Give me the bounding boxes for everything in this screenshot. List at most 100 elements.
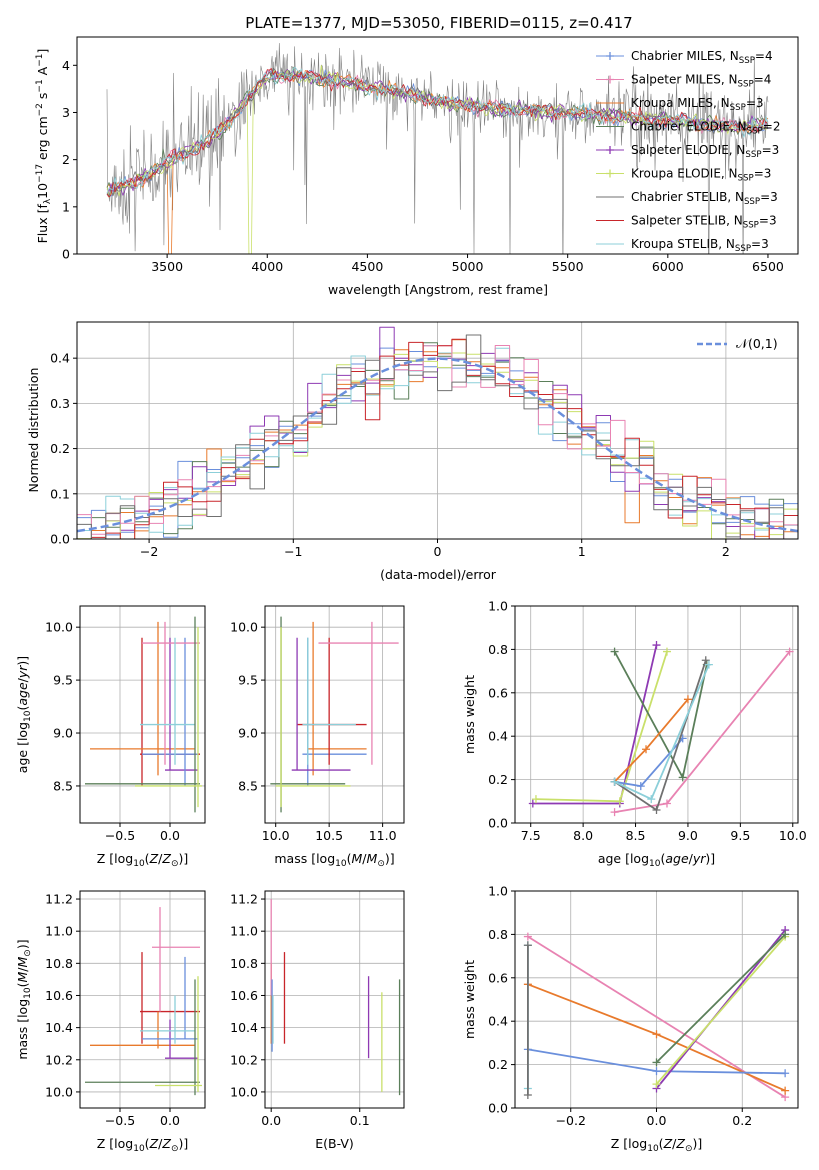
weight-line: [655, 936, 786, 1085]
plot-area: [77, 326, 798, 539]
legend-marker: [606, 52, 614, 60]
y-tick-label: 10.0: [45, 620, 73, 635]
figure-title: PLATE=1377, MJD=53050, FIBERID=0115, z=0…: [245, 14, 632, 32]
weight-marker: [652, 641, 661, 650]
y-tick-label: 9.0: [238, 726, 258, 741]
x-tick-label: 2: [722, 544, 730, 559]
y-tick-label: 10.0: [230, 620, 258, 635]
x-axis-label: Z [log10(Z/Z⊙)]: [97, 851, 189, 869]
y-tick-label: 8.5: [53, 778, 73, 793]
y-tick-label: 11.2: [45, 892, 73, 907]
x-tick-label: 3500: [151, 259, 183, 274]
y-tick-label: 0.8: [488, 642, 508, 657]
x-tick-label: 5500: [552, 259, 584, 274]
y-tick-label: 0.6: [488, 685, 508, 700]
x-axis-label: (data-model)/error: [380, 567, 497, 582]
weight-marker: [781, 1086, 790, 1095]
y-tick-label: 0.0: [50, 532, 70, 547]
x-axis-label: age [log10(age/yr)]: [598, 851, 715, 869]
weight-marker: [610, 808, 619, 817]
y-tick-label: 0.4: [488, 1014, 508, 1029]
mass-age-axes: 10.0 10.5 11.0 8.5 9.0 9.5 10.0 mass [log10(M/M…: [230, 605, 405, 869]
weight-marker: [652, 805, 661, 814]
y-tick-label: 0.0: [488, 1101, 508, 1116]
histogram-series: [77, 338, 798, 539]
plot-area: [85, 907, 202, 1096]
z-mass-axes: −0.5 0.0 10.0 10.2 10.4 10.6 10.8 11.0 11.2 Z [lo…: [15, 890, 206, 1154]
legend-label: Salpeter MILES, NSSP=4: [631, 73, 771, 90]
plot-area: [270, 899, 401, 1096]
weight-line: [527, 935, 786, 1098]
legend-label: Chabrier STELIB, NSSP=3: [631, 190, 778, 207]
normal-curve: [77, 357, 798, 533]
weight-line: [655, 933, 786, 1064]
y-tick-label: 3: [62, 105, 70, 120]
x-tick-label: 4500: [351, 259, 383, 274]
y-tick-label: 4: [62, 58, 70, 73]
z-weight-axes: −0.2 0.0 0.2 0.0 0.2 0.4 0.6 0.8 1.0 Z [log10(Z/Z…: [462, 884, 799, 1154]
y-tick-label: 10.4: [230, 1020, 258, 1035]
x-tick-label: −2: [140, 544, 158, 559]
weight-marker: [610, 777, 619, 786]
weight-marker: [636, 782, 645, 791]
y-tick-label: 0.3: [50, 396, 70, 411]
weight-marker: [523, 932, 532, 941]
weight-marker: [642, 745, 651, 754]
y-tick-label: 10.2: [230, 1052, 258, 1067]
histogram-series: [77, 334, 798, 539]
x-tick-label: 5000: [452, 259, 484, 274]
model-spectrum-line: [106, 67, 769, 194]
y-tick-label: 11.0: [45, 924, 73, 939]
weight-marker: [785, 647, 794, 656]
x-tick-label: −0.5: [105, 1113, 135, 1128]
axes-frame: [264, 605, 405, 824]
observed-spectrum: [106, 42, 769, 254]
legend-label: Kroupa STELIB, NSSP=3: [631, 237, 769, 254]
legend-label: Chabrier ELODIE, NSSP=2: [631, 120, 780, 137]
x-tick-label: 1: [578, 544, 586, 559]
y-tick-label: 9.5: [53, 673, 73, 688]
x-axis-label: Z [log10(Z/Z⊙)]: [97, 1136, 189, 1154]
axes-frame: [76, 36, 799, 255]
legend-label: Kroupa ELODIE, NSSP=3: [631, 167, 771, 184]
y-tick-label: 1.0: [488, 599, 508, 614]
x-tick-label: −1: [284, 544, 302, 559]
legend-label: Kroupa MILES, NSSP=3: [631, 96, 764, 113]
y-tick-label: 10.4: [45, 1020, 73, 1035]
residual-axes: −2 −1 0 1 2 0.0 0.1 0.2 0.3 0.4 𝒩(0,1) (data-model)…: [26, 321, 799, 582]
x-tick-label: 0: [434, 544, 442, 559]
weight-marker: [652, 1058, 661, 1067]
y-tick-label: 2: [62, 152, 70, 167]
weight-line: [614, 664, 710, 800]
x-tick-label: 6000: [652, 259, 684, 274]
weight-marker: [523, 941, 532, 950]
y-tick-label: 9.0: [53, 726, 73, 741]
y-tick-label: 10.0: [45, 1084, 73, 1099]
x-axis-label: Z [log10(Z/Z⊙)]: [611, 1136, 703, 1154]
weight-marker: [704, 660, 713, 669]
weight-marker: [683, 695, 692, 704]
y-axis-label: Normed distribution: [26, 368, 41, 493]
legend-marker: [606, 146, 614, 154]
weight-marker: [652, 1030, 661, 1039]
x-tick-label: 9.0: [678, 828, 698, 843]
y-tick-label: 0: [62, 247, 70, 262]
y-tick-label: 0.4: [488, 729, 508, 744]
x-axis-label: mass [log10(M/M⊙)]: [274, 851, 394, 869]
weight-marker: [662, 799, 671, 808]
x-tick-label: 0.0: [160, 828, 180, 843]
x-tick-label: 0.2: [732, 1113, 752, 1128]
axes-frame: [514, 605, 799, 824]
x-tick-label: 11.0: [369, 828, 397, 843]
x-tick-label: 10.5: [315, 828, 343, 843]
weight-marker: [701, 656, 710, 665]
ebv-mass-axes: 0.0 0.1 10.0 10.2 10.4 10.6 10.8 11.0 11.2 E(B-V): [230, 890, 405, 1151]
x-tick-label: 6500: [752, 259, 784, 274]
y-tick-label: 0.2: [488, 1057, 508, 1072]
y-tick-label: 10.2: [45, 1052, 73, 1067]
x-tick-label: 0.0: [160, 1113, 180, 1128]
y-tick-label: 8.5: [238, 778, 258, 793]
plot-area: [528, 641, 794, 817]
y-tick-label: 10.6: [230, 988, 258, 1003]
axes-frame: [79, 890, 206, 1109]
